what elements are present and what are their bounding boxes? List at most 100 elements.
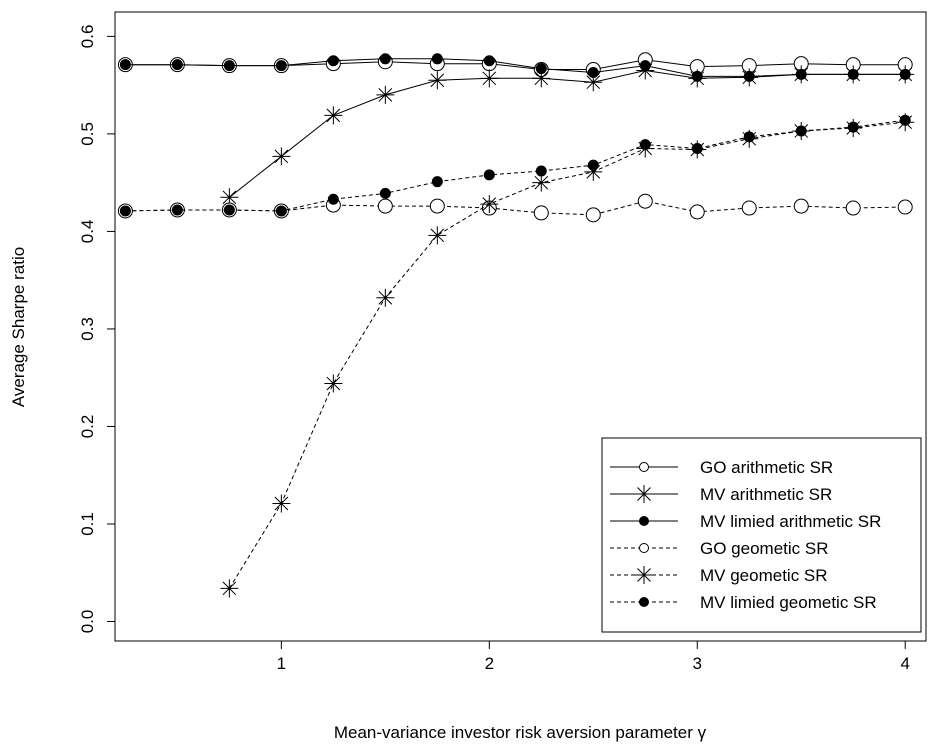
data-point <box>379 53 391 65</box>
data-point <box>533 205 549 221</box>
legend-entry: MV limied geometic SR <box>610 593 877 612</box>
series-line <box>125 119 906 212</box>
asterisk-stroke <box>532 69 551 88</box>
data-point <box>532 69 551 88</box>
data-point <box>795 125 807 137</box>
legend: GO arithmetic SR MV arithmetic SR MV limie… <box>601 437 922 633</box>
legend-marker <box>639 597 649 607</box>
data-point <box>743 70 755 82</box>
data-point <box>272 147 291 166</box>
series-line <box>125 58 906 77</box>
asterisk-stroke <box>635 485 653 503</box>
data-point <box>743 131 755 143</box>
legend-marker <box>639 543 649 553</box>
legend-entry: MV limied arithmetic SR <box>610 512 881 531</box>
legend-marker <box>635 566 653 584</box>
data-point <box>897 199 913 215</box>
data-point <box>327 193 339 205</box>
data-point <box>428 226 447 245</box>
legend-marker <box>639 462 649 472</box>
data-point <box>689 204 705 220</box>
data-point <box>691 143 703 155</box>
asterisk-stroke <box>376 85 395 104</box>
data-point <box>119 59 131 71</box>
data-point <box>431 176 443 188</box>
data-point <box>587 66 599 78</box>
data-point <box>275 60 287 72</box>
asterisk-stroke <box>480 69 499 88</box>
asterisk-stroke <box>635 566 653 584</box>
data-point <box>584 162 603 181</box>
data-point <box>691 70 703 82</box>
data-point <box>793 198 809 214</box>
data-point <box>480 195 499 214</box>
series-line <box>228 121 906 589</box>
data-point <box>535 63 547 75</box>
data-point <box>899 68 911 80</box>
data-point <box>223 60 235 72</box>
asterisk-stroke <box>324 374 343 393</box>
data-point <box>428 71 447 90</box>
legend-label: MV limied geometic SR <box>700 593 877 612</box>
legend-label: MV arithmetic SR <box>700 485 832 504</box>
y-tick-label: 0.5 <box>78 122 97 146</box>
plot-frame <box>114 11 927 642</box>
data-point <box>377 198 393 214</box>
data-point <box>483 169 495 181</box>
data-point <box>483 55 495 67</box>
data-point <box>585 207 601 223</box>
data-point <box>584 73 603 92</box>
y-tick-label: 0.6 <box>78 25 97 49</box>
x-axis-label: Mean-variance investor risk aversion par… <box>334 723 707 742</box>
legend-label: MV geometic SR <box>700 566 828 585</box>
data-point <box>272 494 291 513</box>
asterisk-stroke <box>428 71 447 90</box>
legend-entry: GO geometic SR <box>610 539 829 558</box>
data-point <box>741 200 757 216</box>
y-tick-label: 0.2 <box>78 415 97 439</box>
data-point <box>639 60 651 72</box>
asterisk-stroke <box>220 579 239 598</box>
y-axis-label: Average Sharpe ratio <box>9 247 28 407</box>
asterisk-stroke <box>220 188 239 207</box>
data-point <box>795 68 807 80</box>
legend-marker <box>635 485 653 503</box>
data-point <box>324 106 343 125</box>
legend-box <box>601 437 922 633</box>
data-point <box>376 85 395 104</box>
data-point <box>587 159 599 171</box>
data-point <box>220 579 239 598</box>
series-6 <box>119 114 911 217</box>
data-point <box>223 204 235 216</box>
asterisk-stroke <box>272 147 291 166</box>
data-point <box>431 53 443 65</box>
asterisk-stroke <box>376 288 395 307</box>
legend-entry: MV geometic SR <box>610 566 828 585</box>
data-point <box>429 198 445 214</box>
data-point <box>899 114 911 126</box>
asterisk-stroke <box>480 195 499 214</box>
y-tick-label: 0.3 <box>78 317 97 341</box>
data-point <box>324 374 343 393</box>
series-layer <box>117 52 915 598</box>
series-line <box>125 200 906 216</box>
y-tick-label: 0.1 <box>78 512 97 536</box>
y-tick-label: 0.4 <box>78 220 97 244</box>
data-point <box>847 121 859 133</box>
x-tick-label: 3 <box>693 654 702 673</box>
legend-label: MV limied arithmetic SR <box>700 512 881 531</box>
asterisk-stroke <box>324 106 343 125</box>
legend-label: GO geometic SR <box>700 539 829 558</box>
data-point <box>171 59 183 71</box>
data-point <box>171 204 183 216</box>
data-point <box>639 139 651 151</box>
series-3 <box>119 53 911 82</box>
x-tick-label: 1 <box>277 654 286 673</box>
asterisk-stroke <box>584 73 603 92</box>
legend-entry: GO arithmetic SR <box>610 458 833 477</box>
x-tick-label: 2 <box>485 654 494 673</box>
data-point <box>376 288 395 307</box>
legend-entry: MV arithmetic SR <box>610 485 832 504</box>
asterisk-stroke <box>272 494 291 513</box>
data-point <box>845 200 861 216</box>
